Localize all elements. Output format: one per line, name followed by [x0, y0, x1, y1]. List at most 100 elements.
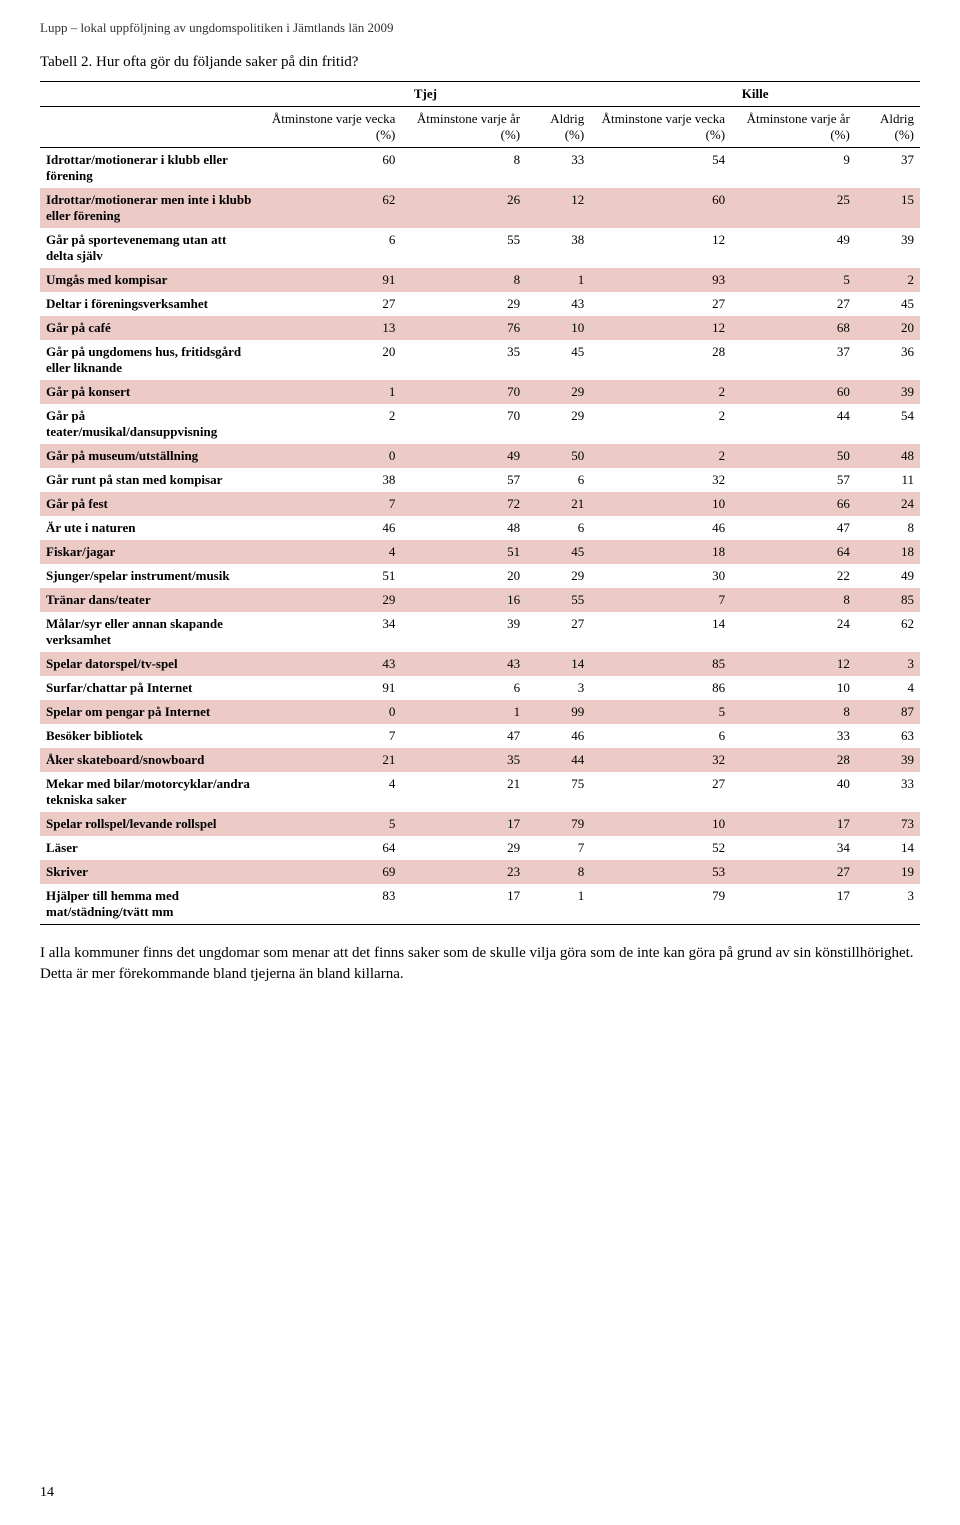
cell-value: 55 [526, 588, 590, 612]
cell-value: 20 [856, 316, 920, 340]
cell-value: 14 [526, 652, 590, 676]
cell-value: 39 [856, 228, 920, 268]
table-row: Går på ungdomens hus, fritidsgård eller … [40, 340, 920, 380]
table-row: Åker skateboard/snowboard213544322839 [40, 748, 920, 772]
cell-value: 33 [731, 724, 856, 748]
cell-value: 4 [261, 540, 402, 564]
cell-value: 40 [731, 772, 856, 812]
cell-value: 3 [856, 884, 920, 925]
cell-value: 45 [526, 340, 590, 380]
cell-value: 39 [856, 380, 920, 404]
cell-value: 62 [261, 188, 402, 228]
cell-value: 29 [526, 564, 590, 588]
cell-value: 55 [401, 228, 526, 268]
cell-value: 60 [731, 380, 856, 404]
cell-value: 14 [590, 612, 731, 652]
row-label: Går på konsert [40, 380, 261, 404]
group-header-blank [40, 82, 261, 107]
cell-value: 63 [856, 724, 920, 748]
cell-value: 12 [526, 188, 590, 228]
col-header-k-ar: Åtminstone varje år (%) [731, 107, 856, 148]
cell-value: 23 [401, 860, 526, 884]
cell-value: 20 [401, 564, 526, 588]
cell-value: 6 [261, 228, 402, 268]
cell-value: 1 [526, 268, 590, 292]
row-label: Deltar i föreningsverksamhet [40, 292, 261, 316]
table-row: Surfar/chattar på Internet916386104 [40, 676, 920, 700]
cell-value: 29 [261, 588, 402, 612]
cell-value: 70 [401, 404, 526, 444]
row-label: Idrottar/motionerar i klubb eller föreni… [40, 148, 261, 189]
table-row: Går på konsert1702926039 [40, 380, 920, 404]
cell-value: 15 [856, 188, 920, 228]
table-row: Går på sportevenemang utan att delta sjä… [40, 228, 920, 268]
cell-value: 9 [731, 148, 856, 189]
cell-value: 2 [261, 404, 402, 444]
cell-value: 93 [590, 268, 731, 292]
table-row: Går på teater/musikal/dansuppvisning2702… [40, 404, 920, 444]
cell-value: 79 [590, 884, 731, 925]
cell-value: 54 [856, 404, 920, 444]
cell-value: 0 [261, 444, 402, 468]
cell-value: 47 [731, 516, 856, 540]
cell-value: 17 [731, 812, 856, 836]
cell-value: 1 [526, 884, 590, 925]
col-header-k-vecka: Åtminstone varje vecka (%) [590, 107, 731, 148]
table-row: Skriver69238532719 [40, 860, 920, 884]
table-row: Målar/syr eller annan skapande verksamhe… [40, 612, 920, 652]
cell-value: 7 [261, 492, 402, 516]
running-header: Lupp – lokal uppföljning av ungdomspolit… [40, 20, 920, 36]
table-row: Sjunger/spelar instrument/musik512029302… [40, 564, 920, 588]
cell-value: 34 [731, 836, 856, 860]
row-label: Går på café [40, 316, 261, 340]
cell-value: 10 [526, 316, 590, 340]
cell-value: 2 [590, 404, 731, 444]
table-row: Går på fest77221106624 [40, 492, 920, 516]
table-row: Mekar med bilar/motorcyklar/andra teknis… [40, 772, 920, 812]
table-row: Idrottar/motionerar i klubb eller föreni… [40, 148, 920, 189]
row-label: Går på fest [40, 492, 261, 516]
body-paragraph: I alla kommuner finns det ungdomar som m… [40, 943, 920, 985]
cell-value: 87 [856, 700, 920, 724]
table-row: Idrottar/motionerar men inte i klubb ell… [40, 188, 920, 228]
col-header-label [40, 107, 261, 148]
row-label: Umgås med kompisar [40, 268, 261, 292]
cell-value: 17 [731, 884, 856, 925]
cell-value: 27 [731, 292, 856, 316]
row-label: Besöker bibliotek [40, 724, 261, 748]
row-label: Går runt på stan med kompisar [40, 468, 261, 492]
cell-value: 64 [261, 836, 402, 860]
document-page: Lupp – lokal uppföljning av ungdomspolit… [0, 0, 960, 1525]
row-label: Hjälper till hemma med mat/städning/tvät… [40, 884, 261, 925]
cell-value: 4 [261, 772, 402, 812]
cell-value: 33 [856, 772, 920, 812]
table-row: Läser64297523414 [40, 836, 920, 860]
cell-value: 17 [401, 812, 526, 836]
cell-value: 44 [526, 748, 590, 772]
cell-value: 6 [590, 724, 731, 748]
cell-value: 14 [856, 836, 920, 860]
row-label: Målar/syr eller annan skapande verksamhe… [40, 612, 261, 652]
cell-value: 29 [401, 836, 526, 860]
cell-value: 35 [401, 748, 526, 772]
cell-value: 50 [526, 444, 590, 468]
cell-value: 45 [856, 292, 920, 316]
row-label: Surfar/chattar på Internet [40, 676, 261, 700]
row-label: Går på sportevenemang utan att delta sjä… [40, 228, 261, 268]
cell-value: 29 [401, 292, 526, 316]
table-row: Går på museum/utställning0495025048 [40, 444, 920, 468]
cell-value: 75 [526, 772, 590, 812]
cell-value: 19 [856, 860, 920, 884]
cell-value: 48 [401, 516, 526, 540]
table-row: Går på café137610126820 [40, 316, 920, 340]
cell-value: 12 [590, 228, 731, 268]
cell-value: 72 [401, 492, 526, 516]
cell-value: 57 [401, 468, 526, 492]
cell-value: 18 [856, 540, 920, 564]
cell-value: 46 [526, 724, 590, 748]
group-header-kille: Kille [590, 82, 920, 107]
cell-value: 1 [401, 700, 526, 724]
row-label: Går på museum/utställning [40, 444, 261, 468]
cell-value: 3 [526, 676, 590, 700]
cell-value: 21 [261, 748, 402, 772]
